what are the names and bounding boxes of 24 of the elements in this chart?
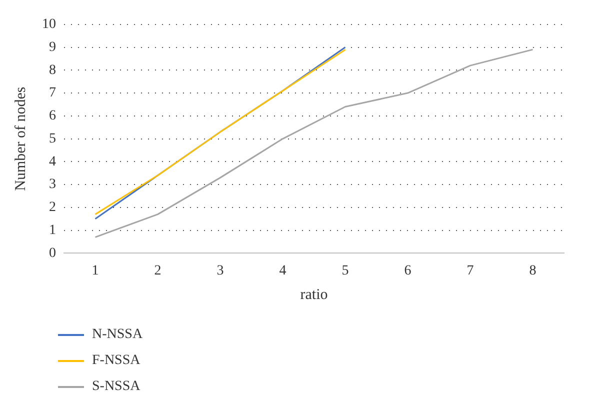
y-tick-label: 1 [49,222,56,238]
x-axis-title: ratio [300,286,328,303]
x-tick-label: 6 [404,263,412,278]
legend-label: S-NSSA [92,379,140,395]
x-tick-label: 1 [92,263,99,278]
y-tick-label: 10 [42,17,56,32]
y-tick-label: 0 [49,246,56,261]
y-tick-label: 2 [49,200,56,216]
x-tick-label: 4 [279,263,286,278]
y-tick-label: 4 [49,154,56,170]
y-axis-title: Number of nodes [12,86,29,191]
x-tick-label: 5 [342,263,349,278]
y-tick-label: 8 [49,62,56,78]
x-tick-label: 7 [466,263,474,278]
x-tick-label: 3 [216,263,224,278]
y-tick-label: 7 [49,86,56,101]
y-tick-label: 5 [49,131,56,146]
legend-label: F-NSSA [92,353,140,369]
y-tick-label: 3 [49,177,56,192]
y-tick-label: 9 [49,40,56,55]
y-tick-label: 6 [49,108,56,124]
x-tick-label: 8 [529,263,536,278]
legend-label: N-NSSA [92,327,143,343]
x-tick-label: 2 [154,263,162,278]
